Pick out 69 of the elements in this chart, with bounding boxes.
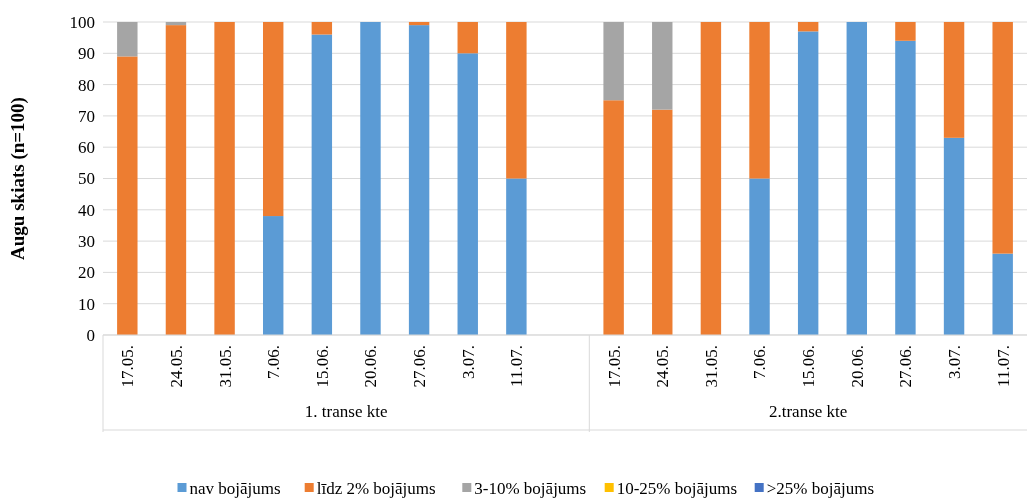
bar (992, 22, 1013, 254)
bar (652, 22, 673, 110)
bar (506, 178, 527, 335)
bar (117, 22, 138, 57)
x-tick-label: 7.06. (264, 345, 284, 379)
x-tick-label: 20.06. (847, 345, 867, 388)
x-tick-label: 24.05. (166, 345, 186, 388)
legend-label: 3-10% bojājums (474, 478, 587, 498)
x-tick-label: 31.05. (701, 345, 721, 388)
bar (408, 22, 430, 26)
y-tick-label: 60 (78, 138, 95, 158)
bar (311, 34, 333, 335)
x-tick-label: 3.07. (458, 345, 478, 379)
x-tick-label: 15.06. (799, 345, 819, 388)
y-tick-label: 0 (86, 325, 95, 345)
y-tick-label: 10 (78, 294, 95, 314)
bar (165, 22, 187, 26)
x-tick-label: 3.07. (945, 345, 964, 379)
y-tick-label: 90 (78, 44, 95, 64)
bar (749, 22, 770, 179)
y-tick-label: 30 (78, 232, 95, 252)
bar (457, 22, 478, 54)
bar (797, 22, 819, 32)
legend-label: 10-25% bojājums (616, 478, 738, 498)
text: 2.transe kte (768, 402, 848, 421)
x-tick-label: 17.05. (604, 345, 624, 388)
bar (214, 22, 235, 335)
bar (992, 253, 1013, 335)
bar (311, 22, 333, 35)
bar (117, 56, 138, 335)
bar (846, 22, 867, 335)
y-axis-title: Augu skiats (n=100) (7, 97, 29, 260)
y-tick-label: 40 (78, 200, 95, 220)
bar (797, 31, 819, 335)
x-tick-label: 27.06. (896, 345, 916, 388)
legend-label: >25% bojājums (766, 478, 875, 498)
x-tick-label: 11.07. (993, 345, 1013, 387)
bar (165, 25, 187, 335)
y-tick-label: 20 (78, 263, 95, 283)
bar (408, 25, 430, 335)
bar (652, 109, 673, 335)
x-tick-label: 7.06. (750, 345, 770, 379)
bar (263, 22, 284, 217)
y-tick-label: 50 (78, 169, 95, 189)
bar (895, 22, 916, 41)
x-tick-label: 24.05. (653, 345, 673, 388)
x-tick-label: 27.06. (410, 345, 430, 388)
bar (749, 178, 770, 335)
x-tick-label: 31.05. (215, 345, 235, 388)
bar (506, 22, 527, 179)
y-tick-label: 100 (69, 12, 95, 32)
bar (603, 100, 624, 335)
x-tick-label: 11.07. (507, 345, 527, 387)
bar (360, 22, 381, 335)
bar (700, 22, 722, 335)
y-tick-label: 70 (78, 106, 95, 126)
bar (943, 22, 965, 138)
x-tick-label: 17.05. (118, 345, 138, 388)
bar (263, 216, 284, 335)
text: 1. transe kte (304, 402, 388, 421)
y-tick-label: 80 (78, 75, 95, 95)
bar (895, 40, 916, 335)
bar (457, 53, 478, 335)
x-tick-label: 15.06. (312, 345, 332, 388)
bar (943, 137, 965, 335)
x-tick-label: 20.06. (361, 345, 381, 388)
bar (603, 22, 624, 101)
legend-label: līdz 2% bojājums (316, 478, 436, 498)
legend-label: nav bojājums (189, 478, 281, 498)
